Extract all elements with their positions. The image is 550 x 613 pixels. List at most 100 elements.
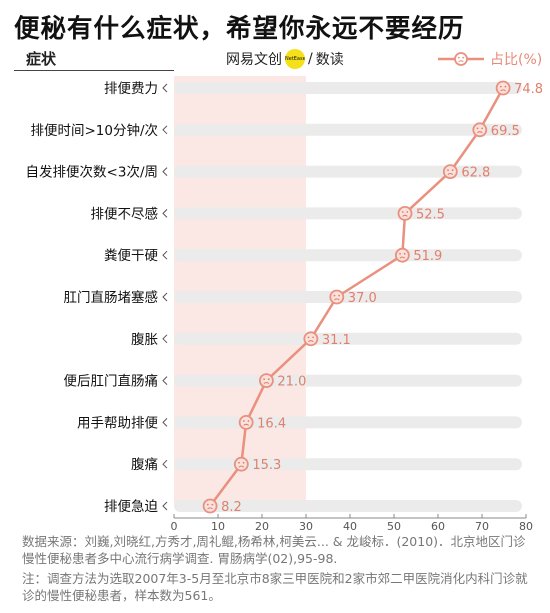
data-point-sad-face-icon <box>303 331 319 347</box>
brand-logo-icon: NetEase <box>285 49 305 69</box>
value-label: 8.2 <box>221 500 242 515</box>
category-track <box>174 165 522 178</box>
marker-eye <box>312 336 315 339</box>
x-tick-label: 30 <box>299 520 313 532</box>
brand-separator: / <box>308 51 313 67</box>
marker-eye <box>211 503 214 506</box>
chevron-left-icon <box>162 83 168 93</box>
chevron-left-icon <box>162 501 168 511</box>
brand-sub: 数读 <box>315 52 344 68</box>
source-text: 数据来源：刘巍,刘晓红,方秀才,周礼鲲,杨希林,柯美云... & 龙峻标．(20… <box>22 534 526 566</box>
data-point-sad-face-icon <box>233 456 249 472</box>
header-divider <box>14 70 174 71</box>
marker-eye <box>499 85 502 88</box>
value-label: 31.1 <box>322 333 351 348</box>
x-tick-label: 80 <box>519 520 533 532</box>
chevron-left-icon <box>162 125 168 135</box>
category-track <box>174 291 522 303</box>
chevron-left-icon <box>162 250 168 260</box>
category-label: 腹痛 <box>131 456 158 473</box>
category-track <box>174 207 522 220</box>
x-tick-label: 0 <box>171 520 178 532</box>
category-label: 排便时间>10分钟/次 <box>30 122 158 139</box>
marker-eye <box>504 85 507 88</box>
marker-eye <box>399 252 401 255</box>
legend: 占比(%) <box>438 49 542 69</box>
category-label: 用手帮助排便 <box>77 415 158 431</box>
data-point-sad-face-icon <box>238 414 254 430</box>
chart-svg: 排便费力排便时间>10分钟/次自发排便次数<3次/周排便不尽感粪便干硬肛门直肠堵… <box>26 76 543 532</box>
marker-eye <box>238 461 240 464</box>
chevron-left-icon <box>162 376 168 385</box>
marker-eye <box>406 211 409 213</box>
marker-mouth <box>243 423 249 426</box>
value-label: 69.5 <box>491 124 520 139</box>
marker-mouth <box>207 507 213 510</box>
note-text: 注：调查方法为选取2007年3-5月至北京市8家三甲医院和2家市郊二甲医院消化内… <box>22 571 528 603</box>
marker-eye <box>242 461 245 464</box>
category-track <box>174 500 522 512</box>
category-label: 排便急迫 <box>104 499 158 515</box>
marker-mouth <box>238 465 245 468</box>
data-point-sad-face-icon <box>394 247 410 263</box>
marker-eye <box>403 252 406 255</box>
chart-header: 症状 网易文创 NetEase / 数读 占比(%) <box>0 46 550 72</box>
marker-eye <box>206 503 209 506</box>
marker-eye <box>333 294 336 297</box>
brand-name: 网易文创 <box>226 52 282 68</box>
legend-marker-icon <box>438 52 484 66</box>
marker-eye <box>451 169 454 172</box>
marker-eye <box>263 378 265 381</box>
marker-mouth <box>402 214 408 217</box>
marker-eye <box>447 169 449 172</box>
value-label: 52.5 <box>416 207 445 222</box>
chevron-left-icon <box>162 209 168 218</box>
value-label: 37.0 <box>348 291 377 306</box>
category-track <box>174 416 522 429</box>
category-track <box>174 123 522 136</box>
marker-eye <box>242 420 245 422</box>
category-label: 肛门直肠堵塞感 <box>64 289 159 306</box>
value-label: 74.8 <box>514 82 543 97</box>
marker-mouth <box>500 89 506 92</box>
x-tick-label: 60 <box>431 520 445 532</box>
category-label: 粪便干硬 <box>104 248 158 264</box>
data-point-sad-face-icon <box>329 289 345 305</box>
category-label: 自发排便次数<3次/周 <box>26 165 158 181</box>
x-tick-label: 40 <box>343 520 357 532</box>
category-track <box>174 332 522 345</box>
category-label: 腹胀 <box>131 331 158 348</box>
marker-mouth <box>447 173 454 175</box>
data-point-sad-face-icon <box>202 498 218 514</box>
category-label: 排便费力 <box>104 81 158 97</box>
chevron-left-icon <box>162 459 168 469</box>
marker-mouth <box>333 298 340 301</box>
category-track <box>174 374 522 387</box>
brand: 网易文创 NetEase / 数读 <box>226 49 344 69</box>
value-label: 15.3 <box>252 458 281 473</box>
category-track <box>174 82 522 94</box>
category-track <box>174 249 522 262</box>
marker-eye <box>247 420 250 422</box>
data-point-sad-face-icon <box>472 122 488 138</box>
data-point-sad-face-icon <box>397 205 413 221</box>
value-label: 21.0 <box>277 375 306 390</box>
x-tick-label: 20 <box>255 520 269 532</box>
data-point-sad-face-icon <box>495 80 511 96</box>
value-label: 16.4 <box>257 416 286 431</box>
marker-eye <box>267 378 270 381</box>
page-title: 便秘有什么症状，希望你永远不要经历 <box>14 14 465 44</box>
category-label: 便后肛门直肠痛 <box>64 373 159 390</box>
marker-eye <box>307 336 310 339</box>
chevron-left-icon <box>162 334 168 344</box>
column-label: 症状 <box>26 50 57 68</box>
category-label: 排便不尽感 <box>91 205 159 222</box>
chevron-left-icon <box>162 292 168 302</box>
marker-eye <box>476 127 479 130</box>
x-tick-label: 50 <box>387 520 401 532</box>
value-label: 51.9 <box>413 249 442 264</box>
chevron-left-icon <box>162 418 168 427</box>
marker-mouth <box>263 382 270 384</box>
category-track <box>174 458 522 471</box>
marker-eye <box>401 211 404 213</box>
